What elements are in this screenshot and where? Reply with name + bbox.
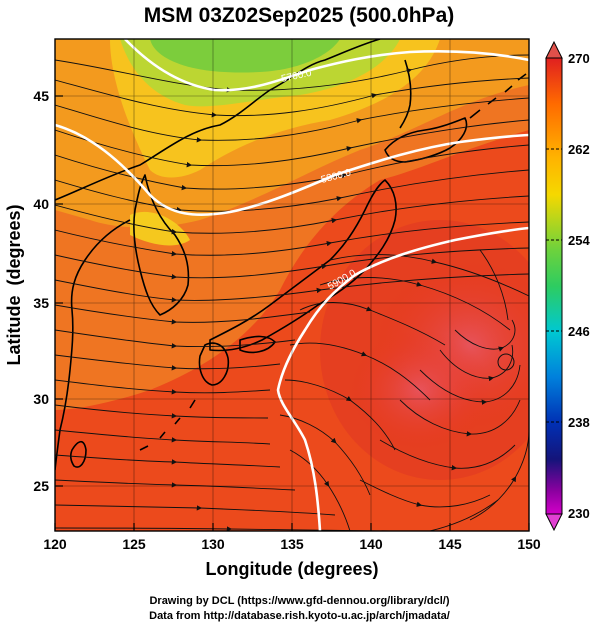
- china-coast: [55, 219, 131, 471]
- colorbar-max-arrow: [545, 40, 563, 59]
- ryukyu-islands: [139, 399, 196, 451]
- x-tick-label: 125: [122, 536, 146, 552]
- colorbar-tick-label: 270: [568, 51, 590, 66]
- credit-data-source: Data from http://database.rish.kyoto-u.a…: [149, 610, 450, 622]
- y-tick-label: 45: [33, 88, 49, 104]
- kyushu-coast: [198, 342, 230, 386]
- y-tick-label: 40: [33, 196, 49, 212]
- x-tick-label: 140: [359, 536, 383, 552]
- contour-5700: [124, 39, 529, 92]
- y-tick-label: 25: [33, 478, 49, 494]
- contour-5900: [276, 226, 529, 531]
- x-tick-label: 150: [517, 536, 541, 552]
- grid-lines: [55, 39, 529, 531]
- x-tick-labels: 120 125 130 135 140 145 150: [43, 536, 541, 552]
- tick-marks: [54, 95, 530, 531]
- map-title: MSM 03Z02Sep2025 (500.0hPa): [144, 4, 455, 27]
- wind-streamlines: [55, 54, 529, 531]
- height-contours: [55, 39, 529, 531]
- y-axis-label: Latitude (degrees): [4, 204, 24, 365]
- contour-5800: [55, 123, 529, 217]
- y-tick-label: 30: [33, 391, 49, 407]
- y-tick-label: 35: [33, 295, 49, 311]
- honshu-coast: [209, 179, 397, 352]
- colorbar-tick-label: 246: [568, 324, 590, 339]
- colorbar-tick-label: 230: [568, 506, 590, 521]
- colorbar-tick-label: 238: [568, 415, 590, 430]
- colorbar-tick-label: 254: [568, 233, 590, 248]
- colorbar-tick-label: 262: [568, 142, 590, 157]
- colorbar-gradient: [545, 57, 563, 515]
- taiwan-coast: [69, 440, 87, 468]
- colorbar: 270 262 254 246 238 230: [545, 40, 590, 532]
- korean-peninsula-coast: [133, 174, 190, 316]
- y-tick-labels: 25 30 35 40 45: [33, 88, 49, 494]
- x-tick-label: 130: [201, 536, 225, 552]
- credit-drawing: Drawing by DCL (https://www.gfd-dennou.o…: [149, 595, 450, 607]
- x-axis-label: Longitude (degrees): [205, 559, 378, 579]
- x-tick-label: 120: [43, 536, 67, 552]
- cyclone-center: [497, 353, 515, 371]
- x-tick-label: 145: [438, 536, 462, 552]
- x-tick-label: 135: [280, 536, 304, 552]
- colorbar-min-arrow: [545, 513, 563, 532]
